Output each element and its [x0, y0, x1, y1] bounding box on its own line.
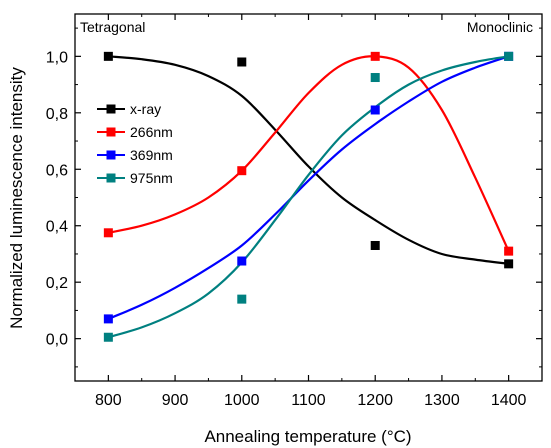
data-point-x-ray	[237, 57, 247, 67]
data-point-x-ray	[370, 240, 380, 250]
data-point-369nm	[103, 314, 113, 324]
y-tick-label: 0,2	[46, 275, 68, 292]
data-point-369nm	[370, 105, 380, 115]
annotations: Tetragonal Monoclinic	[80, 19, 533, 35]
x-tick-label: 800	[95, 392, 122, 409]
y-tick-label: 0,8	[46, 106, 68, 123]
data-point-975nm	[103, 332, 113, 342]
legend-marker	[106, 104, 116, 114]
data-point-266nm	[504, 246, 514, 256]
y-tick-label: 0,0	[46, 332, 68, 349]
legend-label: x-ray	[130, 101, 161, 117]
data-point-975nm	[237, 294, 247, 304]
legend-marker	[106, 150, 116, 160]
legend: x-ray 266nm 369nm 975nm	[97, 101, 173, 186]
legend-label: 369nm	[130, 147, 173, 163]
y-axis-title: Normalized luminescence intensity	[7, 67, 26, 329]
y-tick-label: 0,4	[46, 219, 68, 236]
data-point-266nm	[370, 51, 380, 61]
x-tick-label: 1000	[224, 392, 260, 409]
tick-labels: 800 900 1000 1100 1200 1300 1400 0,0 0,2 0,4 0,6 0,…	[46, 49, 527, 409]
data-point-266nm	[237, 166, 247, 176]
y-tick-label: 0,6	[46, 162, 68, 179]
x-tick-label: 900	[162, 392, 189, 409]
fit-curve-x-ray	[108, 55, 509, 265]
x-tick-label: 1100	[291, 392, 326, 409]
annotation-monoclinic: Monoclinic	[467, 19, 533, 35]
x-tick-label: 1200	[357, 392, 393, 409]
data-point-975nm	[370, 73, 380, 83]
data-point-369nm	[237, 256, 247, 266]
legend-label: 266nm	[130, 124, 173, 140]
data-point-x-ray	[504, 259, 514, 269]
x-tick-label: 1400	[491, 392, 527, 409]
data-point-266nm	[103, 228, 113, 238]
data-points	[103, 51, 514, 342]
data-point-975nm	[504, 51, 514, 61]
axis-ticks	[74, 14, 543, 381]
fit-curves	[107, 55, 510, 339]
annotation-tetragonal: Tetragonal	[80, 19, 145, 35]
x-tick-label: 1300	[424, 392, 460, 409]
legend-label: 975nm	[130, 170, 173, 186]
data-point-x-ray	[103, 51, 113, 61]
fit-curve-975nm	[108, 55, 509, 339]
y-tick-label: 1,0	[46, 49, 68, 66]
fit-curve-266nm	[108, 55, 510, 252]
x-axis-title: Annealing temperature (°C)	[204, 427, 411, 446]
fit-curve-369nm	[107, 55, 509, 320]
legend-marker	[106, 127, 116, 137]
legend-marker	[106, 173, 116, 183]
